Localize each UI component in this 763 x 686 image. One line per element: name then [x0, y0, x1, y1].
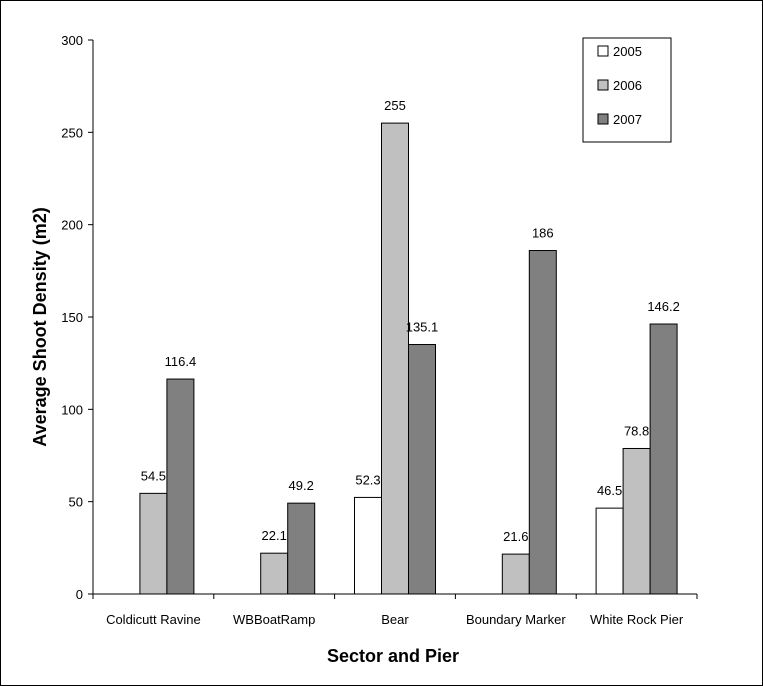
x-tick-labels: Coldicutt Ravine WBBoatRamp Bear Boundary M… [106, 612, 684, 627]
bar-2007 [166, 378, 195, 595]
data-label: 186 [532, 226, 554, 241]
legend-label: 2007 [613, 112, 642, 127]
y-tick-label: 300 [61, 33, 83, 48]
bar-2006 [501, 553, 530, 595]
bar-2005 [595, 507, 624, 595]
data-label: 49.2 [289, 478, 314, 493]
legend-label: 2005 [613, 44, 642, 59]
value-labels: 54.5 116.4 22.1 49.2 52.3 255 135.1 21.6 186 46.5… [141, 98, 680, 544]
y-tick-label: 0 [76, 587, 83, 602]
data-label: 116.4 [165, 354, 197, 369]
legend: 2005 2006 2007 [582, 37, 672, 143]
data-label: 22.1 [262, 528, 287, 543]
data-label: 54.5 [141, 468, 166, 483]
y-tick-label: 150 [61, 310, 83, 325]
x-tick-label: Coldicutt Ravine [106, 612, 201, 627]
x-tick-label: Bear [381, 612, 409, 627]
y-tick-label: 250 [61, 125, 83, 140]
y-axis-title: Average Shoot Density (m2) [30, 207, 50, 446]
bar-2006 [260, 552, 289, 595]
legend-label: 2006 [613, 78, 642, 93]
data-label: 255 [384, 98, 406, 113]
x-axis-title: Sector and Pier [327, 646, 459, 666]
y-tick-labels: 0 50 100 150 200 250 300 [61, 33, 83, 602]
data-label: 78.8 [624, 423, 649, 438]
data-label: 135.1 [406, 320, 439, 335]
y-tick-label: 50 [69, 495, 83, 510]
data-label: 46.5 [597, 483, 622, 498]
y-tick-label: 200 [61, 218, 83, 233]
bar-2007 [287, 502, 316, 595]
x-tick-label: WBBoatRamp [233, 612, 315, 627]
y-tick-label: 100 [61, 402, 83, 417]
legend-swatch [597, 113, 609, 125]
legend-swatch [597, 79, 609, 91]
bar-2007 [408, 344, 436, 595]
bar-2006 [139, 492, 168, 595]
data-label: 146.2 [647, 299, 680, 314]
data-label: 21.6 [503, 529, 528, 544]
x-tick-label: White Rock Pier [590, 612, 684, 627]
data-label: 52.3 [355, 472, 380, 487]
bar-2007 [649, 323, 678, 595]
bar-2006 [381, 122, 409, 595]
bar-2005 [354, 496, 382, 595]
bar-2007 [528, 250, 557, 595]
x-tick-label: Boundary Marker [466, 612, 566, 627]
bars [139, 122, 678, 595]
legend-swatch [597, 45, 609, 57]
bar-2006 [622, 447, 651, 595]
